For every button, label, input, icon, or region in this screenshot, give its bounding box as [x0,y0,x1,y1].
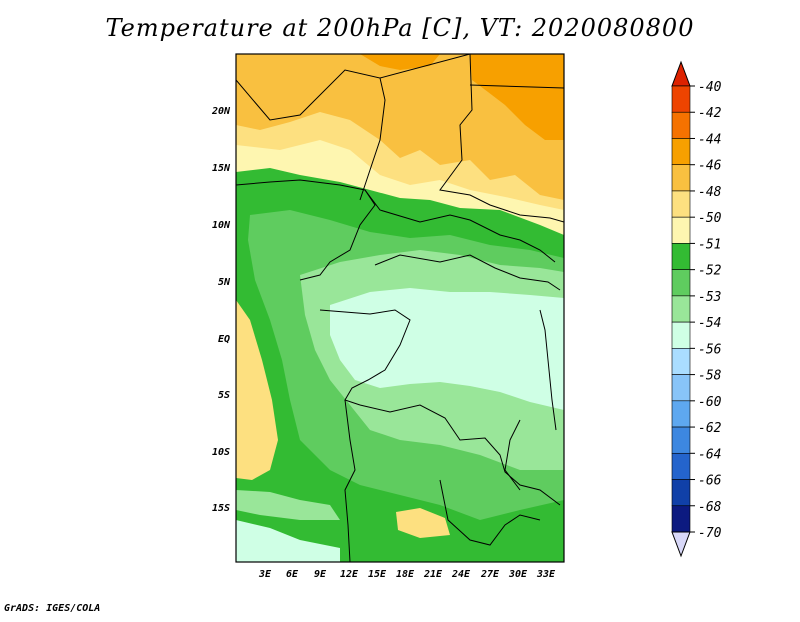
colorbar-label: -68 [698,500,722,515]
lon-label: 12E [340,569,359,580]
lat-label: 20N [211,106,231,117]
map-title: Temperature at 200hPa [C], VT: 202008080… [105,14,695,42]
band-south-cyan [236,520,340,562]
colorbar-label: -42 [698,106,722,121]
longitude-labels: 3E 6E 9E 12E 15E 18E 21E 24E 27E 30E 33E [258,569,556,580]
colorbar-swatch [671,190,691,218]
lon-label: 9E [314,569,327,580]
lat-label: 5N [218,277,231,288]
colorbar-top-arrow [671,60,691,87]
band-minus46-b [360,54,440,70]
colorbar-label: -56 [698,342,722,357]
lon-label: 30E [508,569,528,580]
colorbar-swatch [671,269,691,297]
colorbar-label: -58 [698,369,722,384]
colorbar-label: -64 [698,447,721,462]
colorbar-label: -50 [698,211,722,226]
band-minus56 [330,288,564,410]
colorbar-label: -60 [698,395,722,410]
colorbar-swatch [671,164,691,192]
lat-label: 5S [218,390,230,401]
band-minus48 [236,54,564,200]
lat-label: 15S [212,503,230,514]
colorbar-swatch [671,295,691,323]
temperature-field [236,54,564,562]
lat-label: 10N [212,220,231,231]
colorbar-label: -44 [698,132,721,147]
colorbar-swatch [671,243,691,270]
colorbar-label: -52 [698,264,722,279]
lon-label: 3E [258,569,272,580]
colorbar-label: -66 [698,474,722,489]
country-borders [236,54,564,562]
map-frame [235,53,565,563]
colorbar-label: -46 [698,159,722,174]
lat-label: EQ [218,334,230,345]
colorbar-swatch [671,138,691,166]
lat-label: 15N [212,163,231,174]
lon-label: 21E [423,569,443,580]
lon-label: 6E [286,569,299,580]
colorbar-label: -53 [698,290,721,305]
colorbar-swatch [671,400,691,428]
grads-credit: GrADS: IGES/COLA [4,603,101,614]
colorbar-swatch [671,479,691,507]
latitude-labels: 20N 15N 10N 5N EQ 5S 10S 15S [211,106,231,514]
colorbar-bottom-arrow [671,531,691,558]
colorbar-swatch [671,452,691,480]
colorbar: -40 -42 -44 -46 -48 -50 -51 -52 -53 -54 -56 -58 -60 -… [671,60,722,558]
colorbar-label: -54 [698,316,721,331]
colorbar-label: -48 [698,185,722,200]
lon-label: 15E [368,569,387,580]
colorbar-label: -40 [698,80,722,95]
colorbar-swatch [671,85,691,113]
lon-label: 27E [480,569,500,580]
band-south-light [236,490,340,520]
lat-label: 10S [212,447,230,458]
band-minus46 [470,54,564,140]
lon-label: 18E [396,569,415,580]
colorbar-swatch [671,111,691,139]
lon-label: 24E [451,569,471,580]
colorbar-swatch [671,505,691,533]
colorbar-swatch [671,426,691,454]
colorbar-swatch [671,216,691,244]
colorbar-swatch [671,348,691,375]
colorbar-label: -62 [698,421,722,436]
band-west-cream [236,300,278,480]
colorbar-label: -51 [698,237,721,252]
band-south-cream [396,508,450,538]
lon-label: 33E [536,569,556,580]
colorbar-label: -70 [698,526,722,541]
colorbar-swatch [671,321,691,349]
colorbar-swatch [671,374,691,402]
